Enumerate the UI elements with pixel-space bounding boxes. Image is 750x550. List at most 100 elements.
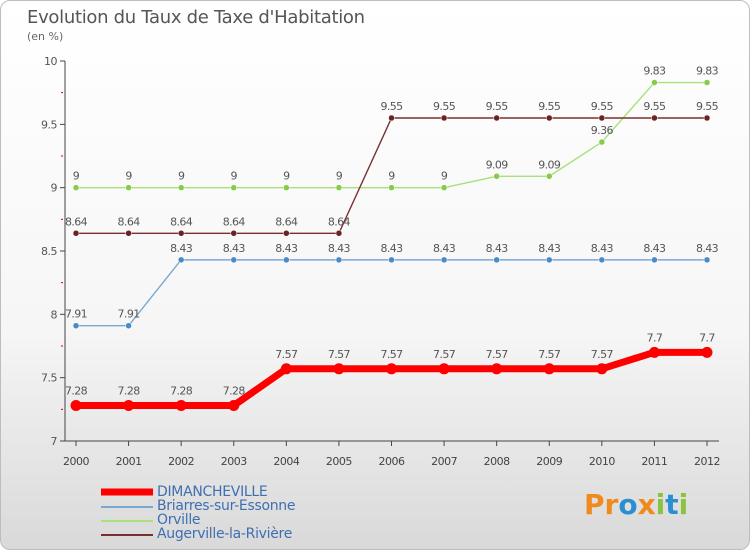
data-point	[493, 256, 500, 264]
data-label: 9.83	[643, 65, 666, 78]
data-label: 8.43	[223, 242, 246, 255]
data-label: 8.43	[538, 242, 561, 255]
data-point	[70, 400, 82, 412]
data-point	[546, 256, 553, 264]
data-point	[335, 230, 343, 237]
data-label: 9.09	[538, 158, 561, 171]
data-point	[335, 184, 343, 191]
data-point	[388, 256, 395, 264]
data-point	[123, 400, 135, 412]
data-label: 8.43	[486, 242, 509, 255]
data-label: 7.91	[65, 308, 87, 321]
data-label: 8.43	[591, 242, 614, 255]
data-point	[440, 184, 448, 191]
data-point	[283, 184, 290, 191]
proxiti-logo: Proxiti	[584, 488, 689, 521]
data-label: 9.55	[591, 100, 614, 113]
y-tick-label: 9	[51, 182, 58, 195]
data-point	[283, 256, 290, 264]
data-point	[177, 256, 185, 264]
x-tick-label: 2008	[484, 455, 510, 468]
data-point	[280, 363, 292, 375]
data-label: 7.7	[647, 331, 663, 344]
x-tick-label: 2002	[168, 455, 194, 468]
data-point	[177, 184, 185, 191]
x-tick-label: 2012	[694, 455, 720, 468]
data-label: 7.57	[380, 348, 403, 361]
data-label: 9.55	[380, 100, 403, 113]
data-label: 9	[73, 170, 80, 183]
data-point	[175, 400, 187, 412]
data-point	[546, 114, 553, 122]
data-point	[72, 184, 80, 191]
data-point	[386, 363, 397, 375]
data-point	[493, 114, 500, 122]
data-label: 7.57	[328, 348, 351, 361]
data-point	[651, 79, 658, 86]
legend-label: Briarres-sur-Essonne	[157, 498, 296, 514]
x-tick-label: 2000	[63, 455, 89, 468]
data-label: 7.28	[223, 385, 246, 398]
data-label: 9.55	[696, 100, 719, 113]
chart-title: Evolution du Taux de Taxe d'Habitation	[27, 7, 365, 28]
data-label: 8.43	[433, 242, 456, 255]
x-tick-label: 2003	[221, 455, 247, 468]
data-label: 9.55	[486, 100, 509, 113]
data-point	[230, 256, 237, 264]
data-label: 8.43	[643, 242, 666, 255]
data-label: 7.7	[699, 331, 715, 344]
data-label: 9.55	[538, 100, 561, 113]
data-label: 7.28	[65, 385, 88, 398]
data-label: 7.28	[118, 385, 141, 398]
data-label: 7.57	[538, 348, 561, 361]
legend-label: Augerville-la-Rivière	[157, 526, 293, 542]
data-label: 8.43	[328, 242, 351, 255]
data-label: 7.57	[591, 348, 614, 361]
data-label: 8.64	[328, 215, 351, 228]
data-label: 8.64	[170, 215, 193, 228]
data-label: 9.36	[591, 124, 614, 137]
x-tick-label: 2001	[116, 455, 142, 468]
data-point	[125, 184, 132, 191]
data-label: 8.64	[65, 215, 88, 228]
y-tick-label: 8.5	[41, 245, 57, 258]
data-point	[598, 256, 606, 264]
data-label: 9	[441, 170, 448, 183]
data-point	[648, 346, 660, 358]
data-point	[543, 363, 555, 375]
data-label: 8.43	[170, 242, 193, 255]
data-point	[546, 173, 553, 180]
y-tick-label: 7.5	[41, 372, 57, 385]
data-point	[438, 363, 450, 375]
data-point	[440, 256, 448, 264]
data-point	[283, 230, 290, 237]
y-tick-label: 7	[51, 435, 58, 448]
y-tick-label: 10	[44, 55, 57, 68]
data-point	[228, 400, 240, 412]
data-label: 7.57	[486, 348, 509, 361]
data-point	[703, 114, 711, 122]
data-label: 8.64	[118, 215, 141, 228]
data-label: 9	[336, 170, 343, 183]
series-line	[75, 259, 708, 327]
legend-label: Orville	[157, 512, 201, 528]
data-point	[440, 114, 448, 122]
x-tick-label: 2011	[641, 455, 667, 468]
data-point	[72, 322, 80, 329]
x-tick-label: 2007	[431, 455, 457, 468]
y-tick-label: 8	[51, 308, 58, 321]
data-point	[72, 230, 80, 237]
x-tick-label: 2010	[589, 455, 615, 468]
data-label: 9.55	[433, 100, 456, 113]
data-point	[335, 256, 343, 264]
data-point	[491, 363, 503, 375]
data-label: 9.09	[486, 158, 509, 171]
data-label: 8.43	[275, 242, 298, 255]
data-label: 9	[283, 170, 290, 183]
data-point	[177, 230, 185, 237]
data-label: 7.57	[433, 348, 456, 361]
data-label: 9	[178, 170, 185, 183]
chart-subtitle: (en %)	[27, 30, 64, 43]
